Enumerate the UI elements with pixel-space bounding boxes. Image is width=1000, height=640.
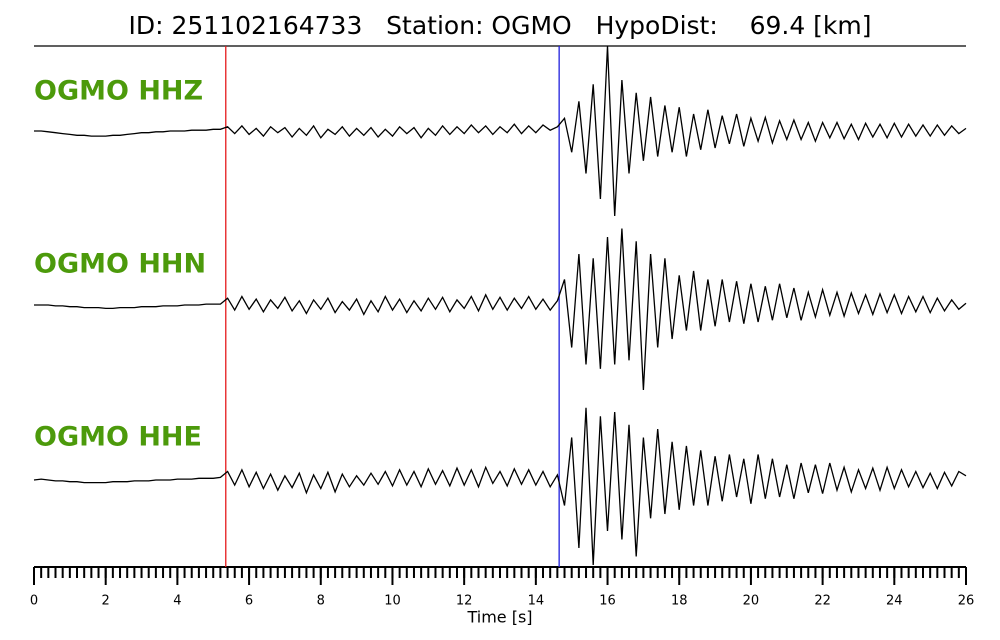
waveform [34, 45, 967, 217]
x-tick-label: 4 [173, 594, 181, 609]
x-tick-label: 12 [456, 594, 473, 609]
x-tick-label: 20 [743, 594, 760, 609]
x-tick-label: 22 [814, 594, 831, 609]
x-tick-label: 10 [384, 594, 401, 609]
x-tick-label: 24 [886, 594, 903, 609]
x-tick-label: 18 [671, 594, 688, 609]
x-tick-label: 26 [958, 594, 975, 609]
x-tick-label: 0 [30, 594, 38, 609]
chart-title: ID: 251102164733 Station: OGMO HypoDist:… [128, 11, 871, 40]
trace-label: OGMO HHZ [34, 76, 203, 107]
trace-label: OGMO HHE [34, 422, 202, 453]
x-tick-label: 14 [528, 594, 545, 609]
x-tick-label: 6 [245, 594, 253, 609]
waveform [34, 228, 967, 391]
waveform [33, 407, 967, 566]
x-axis-label: Time [s] [466, 608, 532, 627]
x-tick-label: 8 [317, 594, 325, 609]
trace-label: OGMO HHN [34, 249, 206, 280]
x-tick-label: 2 [102, 594, 110, 609]
x-tick-label: 16 [599, 594, 616, 609]
